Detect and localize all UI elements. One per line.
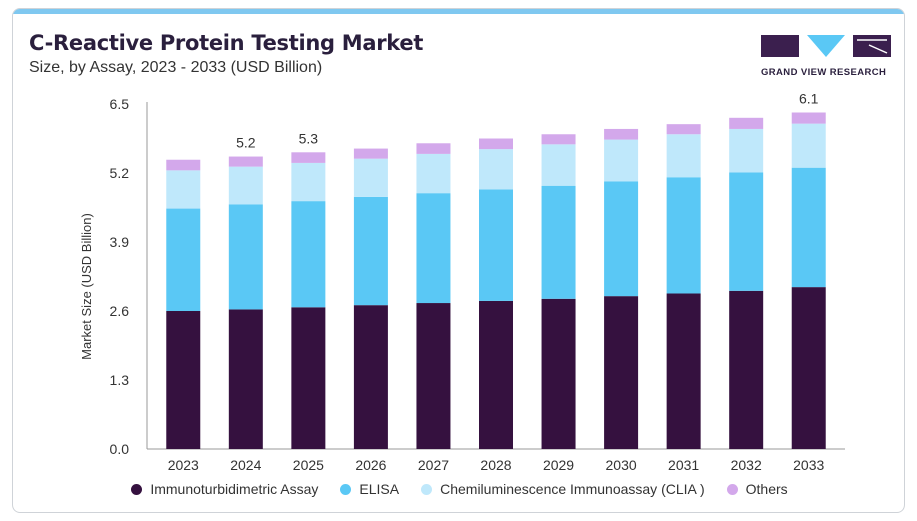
bar-segment-elisa-2033	[791, 167, 826, 288]
x-tick-label: 2028	[480, 457, 511, 473]
bar-segment-immuno-2025	[291, 307, 326, 449]
bar-segment-elisa-2031	[666, 177, 701, 294]
legend-label-others: Others	[745, 481, 788, 497]
chart-title: C-Reactive Protein Testing Market	[29, 31, 424, 55]
legend-item-clia: Chemiluminescence Immunoassay (CLIA )	[421, 481, 705, 497]
x-tick-label: 2032	[731, 457, 762, 473]
bar-segment-elisa-2023	[166, 208, 201, 311]
logo-mark	[761, 35, 891, 57]
bar-segment-immuno-2033	[791, 287, 826, 449]
top-accent-bar	[13, 9, 904, 14]
legend-swatch-clia	[421, 483, 433, 495]
bar-segment-clia-2028	[479, 149, 513, 190]
bar-segment-immuno-2029	[541, 298, 576, 449]
x-tick-label: 2027	[418, 457, 449, 473]
legend-item-immuno: Immunoturbidimetric Assay	[131, 481, 318, 497]
bar-segment-clia-2023	[166, 170, 201, 209]
x-tick-label: 2029	[543, 457, 574, 473]
x-tick-label: 2033	[793, 457, 824, 473]
legend-label-elisa: ELISA	[359, 481, 400, 497]
bar-segment-immuno-2028	[479, 300, 513, 449]
bar-segment-others-2026	[353, 148, 388, 159]
chart-subtitle: Size, by Assay, 2023 - 2033 (USD Billion…	[29, 59, 323, 76]
bar-segment-others-2029	[541, 134, 576, 145]
bar-segment-elisa-2025	[291, 201, 326, 308]
bar-segment-others-2023	[166, 159, 201, 171]
legend-item-elisa: ELISA	[340, 481, 399, 497]
data-label-2033: 6.1	[799, 90, 819, 106]
bar-segment-immuno-2032	[729, 290, 764, 449]
bar-segment-elisa-2029	[541, 185, 576, 299]
legend-item-others: Others	[726, 481, 788, 497]
bar-segment-clia-2031	[666, 134, 701, 178]
bar-segment-clia-2033	[791, 123, 826, 168]
bar-segment-others-2027	[416, 143, 451, 154]
bar-segment-elisa-2026	[353, 196, 388, 306]
bar-segment-clia-2029	[541, 144, 576, 186]
bar-segment-clia-2025	[291, 162, 326, 202]
bar-segment-immuno-2027	[416, 303, 451, 449]
x-tick-label: 2031	[668, 457, 699, 473]
bar-segment-elisa-2032	[729, 172, 764, 291]
bar-segment-others-2031	[666, 124, 701, 135]
bar-segment-others-2032	[729, 117, 764, 129]
bar-segment-elisa-2030	[604, 181, 639, 297]
y-tick-label: 2.6	[110, 303, 130, 319]
bar-segment-immuno-2023	[166, 311, 201, 449]
x-tick-label: 2024	[230, 457, 261, 473]
y-tick-label: 5.2	[110, 165, 130, 181]
bar-segment-clia-2024	[228, 166, 263, 205]
legend-swatch-immuno	[131, 483, 143, 495]
bar-segment-clia-2026	[353, 158, 388, 197]
data-label-2024: 5.2	[236, 135, 256, 151]
stacked-bar-chart: 0.0 1.3 2.6 3.9 5.2 6.5 Market Size (USD Billi…	[79, 90, 845, 473]
bar-segment-others-2024	[228, 156, 263, 167]
legend-label-immuno: Immunoturbidimetric Assay	[150, 481, 319, 497]
logo-text: GRAND VIEW RESEARCH	[761, 67, 887, 78]
bar-segment-others-2028	[479, 138, 513, 150]
bar-segment-clia-2027	[416, 153, 451, 194]
bar-segment-immuno-2024	[228, 309, 263, 449]
bar-segment-elisa-2028	[479, 189, 513, 301]
logo-block-left	[761, 35, 799, 57]
chart-legend: Immunoturbidimetric Assay ELISA Chemilumin…	[13, 481, 904, 497]
x-tick-label: 2023	[168, 457, 199, 473]
bar-segment-immuno-2031	[666, 293, 701, 449]
y-axis-label: Market Size (USD Billion)	[79, 213, 94, 360]
bar-segment-clia-2030	[604, 139, 639, 182]
bar-segment-immuno-2030	[604, 296, 639, 449]
data-label-2025: 5.3	[299, 130, 319, 146]
bar-segment-elisa-2027	[416, 193, 451, 304]
bar-segment-others-2030	[604, 128, 639, 140]
bar-segment-others-2025	[291, 152, 326, 163]
y-tick-label: 3.9	[110, 234, 130, 250]
y-tick-label: 1.3	[110, 372, 130, 388]
bar-segment-others-2033	[791, 112, 826, 124]
x-tick-label: 2030	[606, 457, 637, 473]
x-tick-label: 2026	[355, 457, 386, 473]
y-tick-label: 0.0	[110, 441, 130, 457]
legend-swatch-elisa	[340, 483, 352, 495]
y-tick-label: 6.5	[110, 96, 130, 112]
x-tick-label: 2025	[293, 457, 324, 473]
grand-view-research-logo: GRAND VIEW RESEARCH	[761, 33, 891, 81]
logo-triangle	[807, 35, 845, 57]
legend-label-clia: Chemiluminescence Immunoassay (CLIA )	[440, 481, 705, 497]
legend-swatch-others	[726, 483, 738, 495]
chart-card: C-Reactive Protein Testing Market Size, …	[12, 8, 905, 513]
bar-segment-elisa-2024	[228, 204, 263, 310]
bar-segment-immuno-2026	[353, 305, 388, 449]
bar-segment-clia-2032	[729, 128, 764, 173]
